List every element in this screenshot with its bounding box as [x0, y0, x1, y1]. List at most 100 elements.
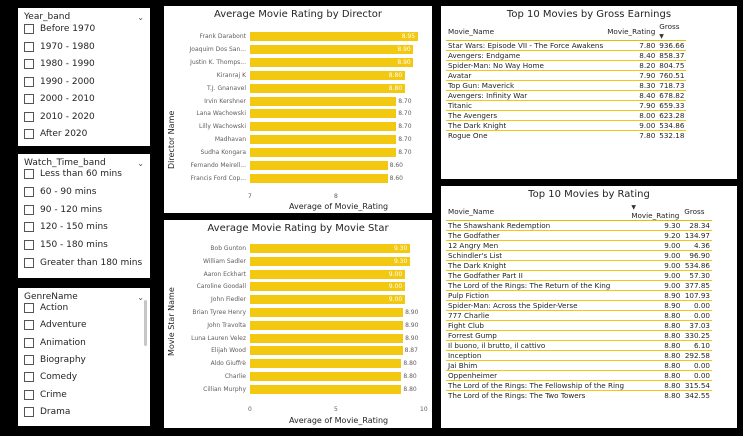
genre-option[interactable]: Drama [24, 406, 70, 417]
checkbox[interactable] [24, 41, 34, 52]
genre-option[interactable]: Crime [24, 389, 67, 400]
watch-time-option[interactable]: 90 - 120 mins [24, 204, 102, 215]
genre-option[interactable]: Comedy [24, 372, 77, 383]
bar[interactable] [250, 359, 402, 369]
bar[interactable] [250, 109, 397, 119]
checkbox[interactable] [24, 320, 34, 331]
watch-time-option[interactable]: Greater than 180 mins [24, 258, 142, 268]
table-row[interactable]: The Avengers 8.00 623.28 [446, 110, 687, 121]
table-row[interactable]: Avengers: Infinity War 8.40 678.82 [446, 90, 687, 101]
bar[interactable] [250, 83, 405, 93]
table-row[interactable]: Il buono, il brutto, il cattivo 8.80 6.10 [446, 340, 712, 351]
checkbox[interactable] [24, 94, 34, 104]
year-band-option[interactable]: 2000 - 2010 [24, 94, 95, 104]
col-movie-name[interactable]: Movie_Name [446, 22, 606, 41]
table-row[interactable]: The Lord of the Rings: The Fellowship of… [446, 380, 712, 391]
table-row[interactable]: Oppenheimer 8.80 0.00 [446, 370, 712, 381]
genre-option[interactable]: Biography [24, 354, 86, 365]
checkbox[interactable] [24, 303, 34, 313]
bar[interactable] [250, 308, 404, 317]
checkbox[interactable] [24, 337, 34, 348]
year-band-option[interactable]: 2010 - 2020 [24, 111, 95, 122]
watch-time-option[interactable]: Less than 60 mins [24, 169, 122, 179]
checkbox[interactable] [24, 372, 34, 383]
table-row[interactable]: Avengers: Endgame 8.40 858.37 [446, 50, 687, 61]
table-row[interactable]: Fight Club 8.80 37.03 [446, 320, 712, 331]
watch-time-option[interactable]: 120 - 150 mins [24, 222, 108, 233]
table-row[interactable]: 12 Angry Men 9.00 4.36 [446, 240, 712, 251]
table-row[interactable]: The Shawshank Redemption 9.30 28.34 [446, 220, 712, 231]
bar[interactable] [250, 70, 405, 80]
table-row[interactable]: Inception 8.80 292.58 [446, 350, 712, 361]
bar[interactable] [250, 57, 414, 67]
genre-option[interactable]: Action [24, 303, 68, 313]
year-band-option[interactable]: After 2020 [24, 129, 87, 139]
year-band-option[interactable]: 1980 - 1990 [24, 59, 95, 69]
table-row[interactable]: Spider-Man: Across the Spider-Verse 8.90 0… [446, 300, 712, 311]
col-movie-rating[interactable]: ▼ Movie_Rating [629, 202, 683, 221]
checkbox[interactable] [24, 129, 34, 139]
bar[interactable] [250, 161, 388, 170]
table-row[interactable]: 777 Charlie 8.80 0.00 [446, 310, 712, 321]
bar[interactable] [250, 256, 410, 266]
col-gross[interactable]: Gross [682, 202, 712, 221]
bar[interactable] [250, 96, 397, 106]
bar[interactable] [250, 333, 404, 343]
table-row[interactable]: Avatar 7.90 760.51 [446, 70, 687, 81]
checkbox[interactable] [24, 204, 34, 215]
checkbox[interactable] [24, 111, 34, 122]
chevron-down-icon[interactable]: ⌄ [137, 293, 144, 302]
checkbox[interactable] [24, 258, 34, 268]
table-row[interactable]: Pulp Fiction 8.90 107.93 [446, 290, 712, 301]
bar[interactable] [250, 135, 397, 145]
bar[interactable] [250, 32, 418, 41]
bar[interactable] [250, 244, 410, 253]
genre-scrollbar[interactable] [144, 300, 147, 346]
col-movie-rating[interactable]: Movie_Rating [605, 22, 658, 41]
bar[interactable] [250, 346, 403, 356]
bar[interactable] [250, 173, 388, 183]
table-row[interactable]: Schindler's List 9.00 96.90 [446, 250, 712, 261]
table-row[interactable]: Star Wars: Episode VII - The Force Awake… [446, 40, 687, 51]
bar[interactable] [250, 148, 397, 158]
watch-time-option[interactable]: 60 - 90 mins [24, 186, 96, 197]
table-row[interactable]: Titanic 7.90 659.33 [446, 100, 687, 111]
checkbox[interactable] [24, 186, 34, 197]
checkbox[interactable] [24, 24, 34, 34]
table-row[interactable]: Forrest Gump 8.80 330.25 [446, 330, 712, 341]
checkbox[interactable] [24, 354, 34, 365]
chevron-down-icon[interactable]: ⌄ [137, 13, 144, 22]
checkbox[interactable] [24, 169, 34, 179]
year-band-option[interactable]: 1970 - 1980 [24, 41, 95, 52]
table-row[interactable]: The Dark Knight 9.00 534.86 [446, 120, 687, 131]
genre-option[interactable]: Adventure [24, 320, 87, 331]
year-band-option[interactable]: 1990 - 2000 [24, 76, 95, 87]
chevron-down-icon[interactable]: ⌄ [137, 159, 144, 168]
checkbox[interactable] [24, 76, 34, 87]
checkbox[interactable] [24, 389, 34, 400]
table-row[interactable]: Rogue One 7.80 532.18 [446, 131, 686, 140]
table-row[interactable]: The Lord of the Rings: The Return of the… [446, 280, 712, 291]
genre-option[interactable]: Animation [24, 337, 86, 348]
checkbox[interactable] [24, 240, 34, 251]
col-movie-name[interactable]: Movie_Name [446, 202, 630, 221]
table-row[interactable]: Spider-Man: No Way Home 8.20 804.75 [446, 60, 687, 71]
bar[interactable] [250, 372, 402, 381]
table-row[interactable]: The Godfather 9.20 134.97 [446, 230, 712, 241]
bar[interactable] [250, 295, 405, 305]
table-row[interactable]: Jai Bhim 8.80 0.00 [446, 360, 712, 371]
table-row[interactable]: Top Gun: Maverick 8.30 718.73 [446, 80, 687, 91]
bar[interactable] [250, 384, 402, 394]
checkbox[interactable] [24, 406, 34, 417]
watch-time-option[interactable]: 150 - 180 mins [24, 240, 108, 251]
bar[interactable] [250, 122, 397, 132]
table-row[interactable]: The Godfather Part II 9.00 57.30 [446, 270, 712, 281]
bar[interactable] [250, 269, 405, 279]
bar[interactable] [250, 320, 404, 330]
bar[interactable] [250, 44, 414, 54]
checkbox[interactable] [24, 59, 34, 69]
bar[interactable] [250, 282, 405, 292]
year-band-option[interactable]: Before 1970 [24, 24, 95, 34]
col-gross[interactable]: Gross ▼ [657, 22, 687, 41]
checkbox[interactable] [24, 222, 34, 233]
